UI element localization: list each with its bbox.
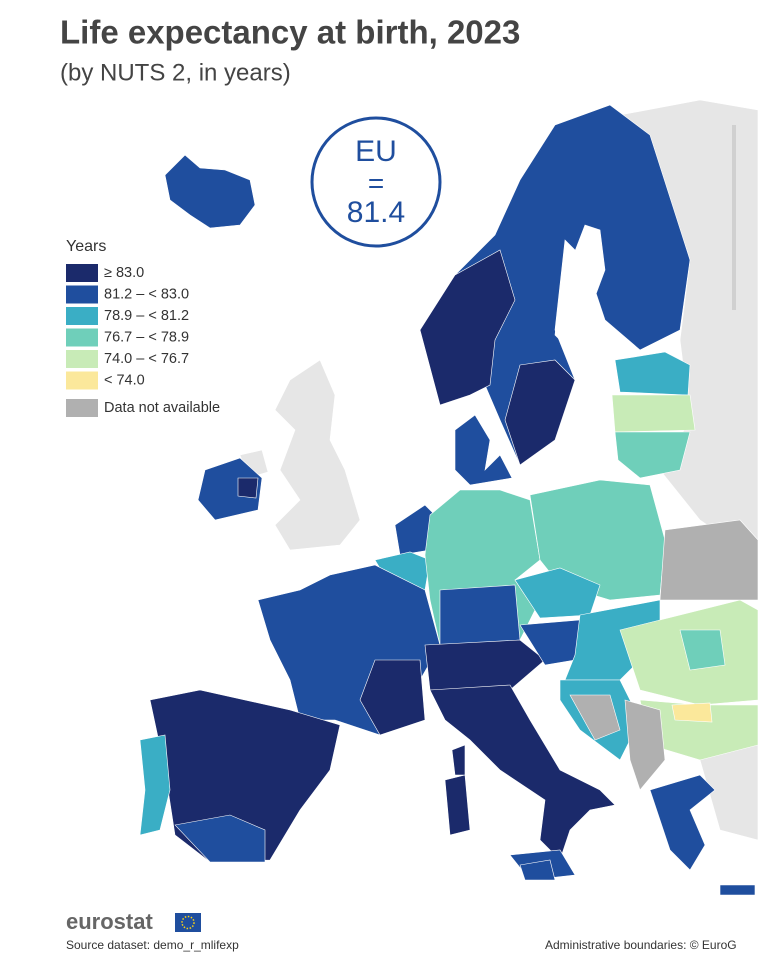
legend-label: 76.7 – < 78.9 bbox=[104, 329, 189, 345]
ukraine-moldova bbox=[659, 519, 758, 601]
spain bbox=[149, 689, 341, 863]
romania-centre bbox=[679, 629, 726, 671]
legend-swatch bbox=[66, 328, 98, 347]
andalusia bbox=[174, 814, 266, 863]
legend-label: ≥ 83.0 bbox=[104, 265, 144, 281]
badge-symbol: = bbox=[368, 167, 384, 198]
portugal bbox=[139, 734, 171, 836]
cyprus-edge bbox=[519, 859, 556, 881]
lithuania bbox=[614, 431, 691, 479]
italy bbox=[429, 684, 616, 861]
dublin bbox=[237, 477, 259, 499]
legend-label: 81.2 – < 83.0 bbox=[104, 286, 189, 302]
france-south bbox=[359, 659, 426, 736]
eu-flag bbox=[175, 913, 201, 932]
legend-swatch bbox=[66, 285, 98, 304]
bulgaria-north-west bbox=[671, 702, 713, 723]
scrollbar bbox=[732, 125, 736, 310]
sardinia bbox=[444, 774, 471, 836]
badge-value: 81.4 bbox=[347, 196, 405, 229]
uk bbox=[274, 359, 361, 551]
eu-flag-stars bbox=[181, 915, 195, 930]
eu-badge: EU = 81.4 bbox=[310, 116, 442, 248]
latvia bbox=[611, 394, 696, 433]
legend-swatch bbox=[66, 399, 98, 417]
title: Life expectancy at birth, 2023 bbox=[60, 14, 520, 51]
ireland bbox=[197, 457, 263, 521]
legend-swatch bbox=[66, 350, 98, 368]
legend-label: < 74.0 bbox=[104, 372, 145, 388]
corsica bbox=[451, 744, 466, 776]
brand: eurostat bbox=[66, 909, 153, 934]
badge-label: EU bbox=[355, 135, 397, 168]
source: Source dataset: demo_r_mlifexp bbox=[66, 938, 239, 952]
legend-swatch bbox=[66, 264, 98, 282]
legend-label: 78.9 – < 81.2 bbox=[104, 308, 189, 324]
crete bbox=[719, 884, 756, 896]
legend-label: 74.0 – < 76.7 bbox=[104, 351, 189, 367]
iceland bbox=[164, 154, 256, 229]
subtitle: (by NUTS 2, in years) bbox=[60, 59, 291, 86]
norway-south bbox=[419, 249, 516, 406]
gulf-of-bothnia bbox=[554, 224, 606, 351]
legend: Years ≥ 83.0 81.2 – < 83.0 78.9 – < 81.2 76… bbox=[66, 238, 220, 417]
switzerland-austria bbox=[424, 639, 546, 691]
badge-circle bbox=[310, 116, 442, 248]
sweden-south bbox=[504, 359, 576, 466]
germany-south bbox=[439, 584, 521, 646]
legend-title: Years bbox=[66, 238, 106, 255]
greece bbox=[649, 774, 716, 871]
legend-swatch bbox=[66, 307, 98, 325]
credit: Administrative boundaries: © EuroG bbox=[545, 938, 737, 952]
map bbox=[139, 99, 758, 896]
legend-swatch bbox=[66, 371, 98, 390]
czechia bbox=[514, 567, 601, 619]
estonia bbox=[614, 351, 691, 396]
legend-label: Data not available bbox=[104, 400, 220, 416]
denmark bbox=[454, 414, 513, 486]
serbia bbox=[624, 699, 666, 791]
balkans bbox=[569, 694, 621, 741]
footer: eurostat Source dataset: demo_r_mlifexp … bbox=[66, 909, 737, 952]
